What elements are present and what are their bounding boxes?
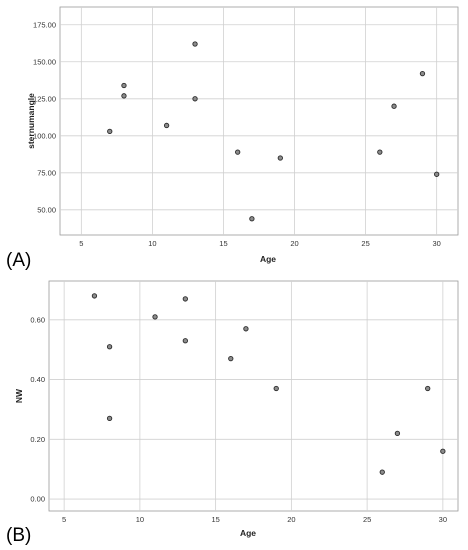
- x-tick-label-a: 5: [79, 239, 83, 248]
- data-point-b: [440, 448, 446, 454]
- data-point-a: [192, 41, 198, 47]
- data-point-b: [394, 430, 401, 436]
- data-point-b: [228, 356, 234, 362]
- y-tick-label-a: 125.00: [33, 94, 56, 103]
- data-point-a: [121, 93, 127, 99]
- data-point-b: [152, 314, 158, 320]
- gridlines-a: [60, 7, 458, 235]
- x-tick-label-a: 25: [361, 239, 369, 248]
- data-point-a: [163, 122, 170, 129]
- y-axis-title-a: sternumangle: [26, 93, 36, 149]
- data-point-a: [434, 171, 440, 177]
- gridlines-b: [49, 281, 458, 511]
- y-tick-label-a: 50.00: [37, 205, 56, 214]
- data-point-a: [107, 128, 113, 135]
- data-point-b: [243, 326, 249, 332]
- panel-label-b: (B): [6, 525, 31, 546]
- data-point-a: [249, 216, 255, 222]
- y-tick-label-b: 0.40: [30, 375, 45, 384]
- data-point-b: [182, 338, 188, 344]
- x-tick-label-b: 25: [363, 515, 371, 524]
- y-tick-label-a: 150.00: [33, 57, 56, 66]
- tick-labels-a: 5 10 15 20 25 30 50.00 75.00 100.00 125.00 150.00 1…: [33, 20, 441, 248]
- panel-a: 5 10 15 20 25 30 50.00 75.00 100.00 125.00 150.00 1…: [6, 6, 459, 271]
- data-point-b: [182, 296, 188, 302]
- x-tick-label-b: 10: [136, 515, 144, 524]
- data-point-a: [192, 96, 198, 102]
- y-axis-title-b: NW: [14, 388, 24, 403]
- x-tick-label-b: 20: [287, 515, 295, 524]
- y-tick-label-a: 75.00: [37, 168, 56, 177]
- y-tick-label-b: 0.20: [30, 435, 45, 444]
- data-points-b: [91, 293, 446, 475]
- y-tick-label-a: 175.00: [33, 20, 56, 29]
- data-point-a: [377, 149, 383, 155]
- data-point-a: [121, 82, 127, 89]
- panel-b: 5 10 15 20 25 30 0.00 0.20 0.40 0.60 Age NW (B): [6, 280, 459, 546]
- data-point-a: [391, 103, 397, 109]
- data-point-b: [106, 415, 113, 422]
- data-point-b: [106, 344, 113, 350]
- x-tick-label-b: 30: [439, 515, 447, 524]
- plot-frame-a: [59, 6, 459, 236]
- data-point-b: [425, 385, 431, 392]
- x-tick-label-a: 20: [290, 239, 298, 248]
- x-axis-title-a: Age: [260, 254, 276, 264]
- x-axis-title-b: Age: [240, 528, 256, 538]
- y-tick-label-a: 100.00: [33, 131, 56, 140]
- data-point-a: [235, 149, 241, 155]
- y-tick-label-b: 0.60: [30, 315, 45, 324]
- plot-frame-b: [48, 280, 459, 512]
- y-tick-label-b: 0.00: [30, 495, 45, 504]
- data-point-b: [379, 469, 385, 475]
- data-point-b: [273, 385, 279, 392]
- x-tick-label-b: 5: [62, 515, 66, 524]
- data-point-a: [419, 70, 426, 77]
- x-tick-label-b: 15: [211, 515, 219, 524]
- data-point-b: [91, 293, 98, 299]
- x-tick-label-a: 15: [219, 239, 227, 248]
- x-tick-label-a: 30: [433, 239, 441, 248]
- data-point-a: [277, 155, 283, 161]
- x-tick-label-a: 10: [148, 239, 156, 248]
- panel-label-a: (A): [6, 250, 31, 271]
- data-points-a: [107, 41, 440, 222]
- tick-labels-b: 5 10 15 20 25 30 0.00 0.20 0.40 0.60: [30, 315, 447, 524]
